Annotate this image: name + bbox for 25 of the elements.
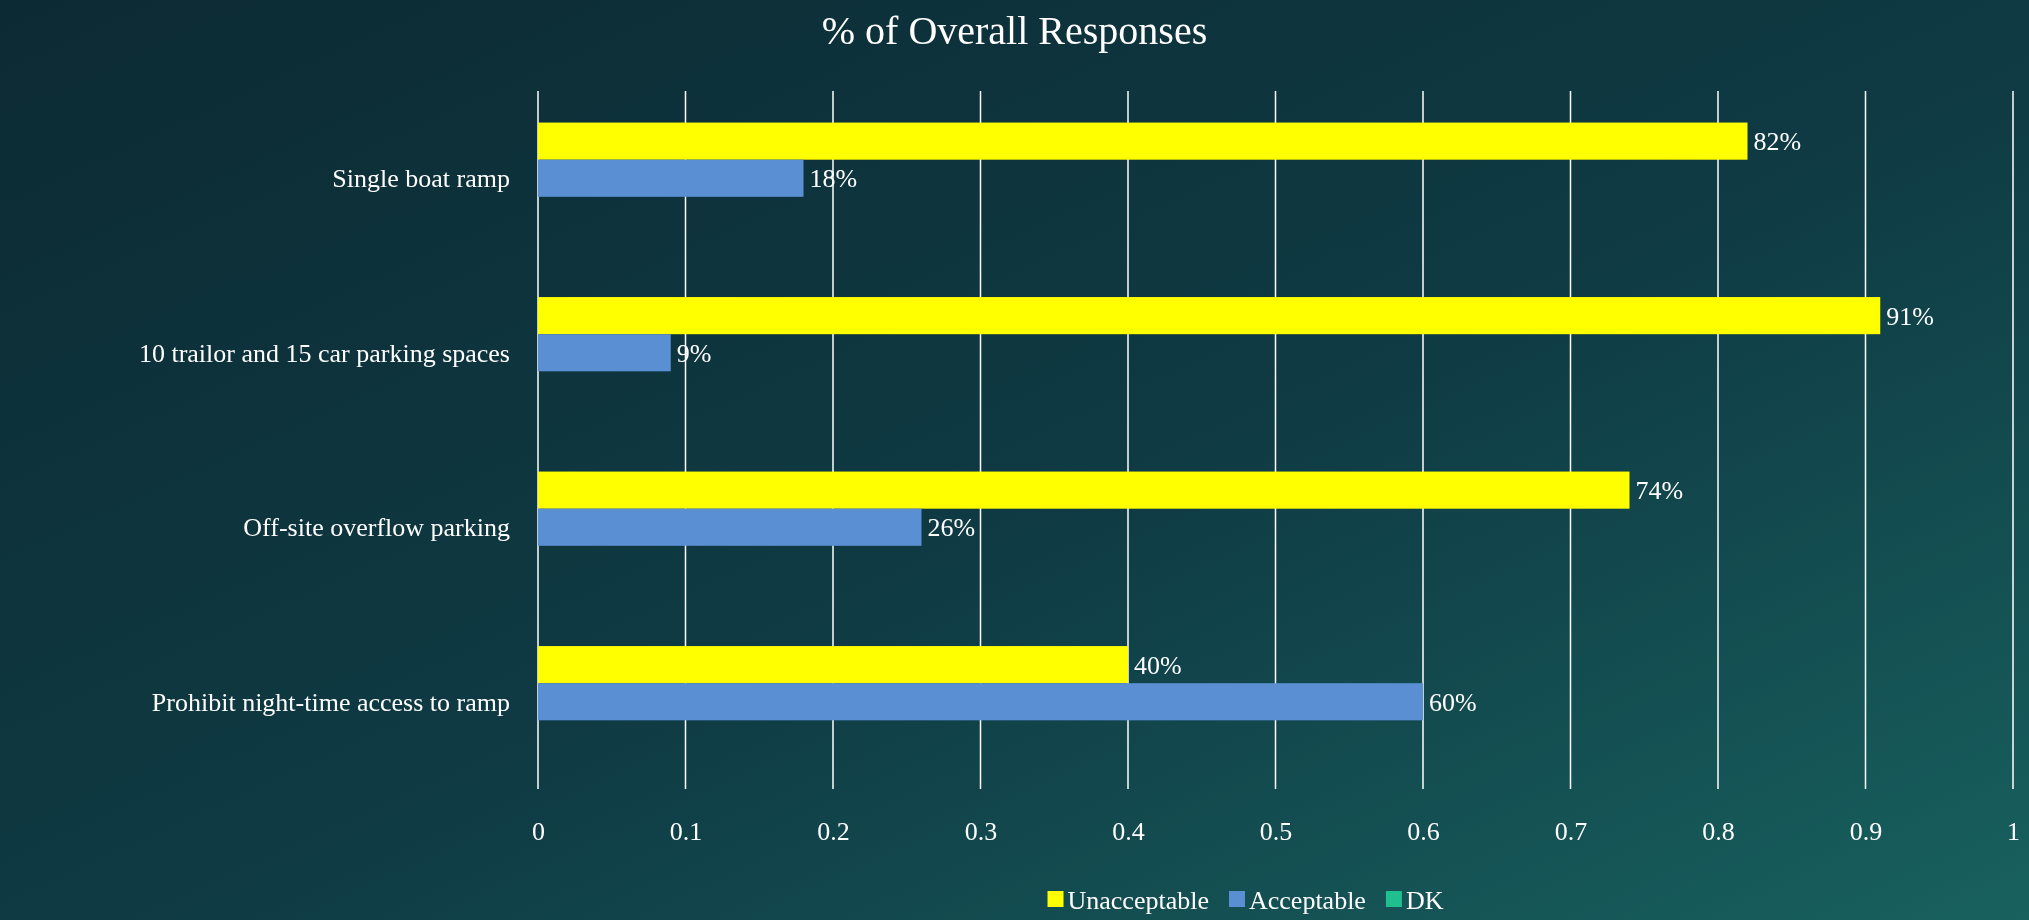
x-tick-label: 0.6 — [1407, 817, 1440, 847]
chart-title: % of Overall Responses — [821, 8, 1208, 53]
x-tick-label: 0.4 — [1112, 817, 1145, 847]
legend-label: Acceptable — [1248, 886, 1366, 916]
x-tick-label: 1 — [2007, 817, 2020, 847]
x-tick-label: 0.1 — [669, 817, 703, 847]
legend-label: DK — [1405, 886, 1444, 916]
legend-label: Unacceptable — [1067, 886, 1209, 916]
y-tick-label: 10 trailor and 15 car parking spaces — [138, 338, 510, 368]
data-label: 40% — [1134, 650, 1182, 680]
x-tick-label: 0.8 — [1702, 817, 1735, 847]
x-tick-label: 0.3 — [964, 817, 998, 847]
data-label: 82% — [1753, 127, 1802, 157]
x-tick-label: 0.7 — [1554, 817, 1588, 847]
y-tick-label: Off-site overflow parking — [243, 513, 510, 543]
x-tick-label: 0.9 — [1849, 817, 1883, 847]
x-tick-label: 0 — [532, 817, 545, 847]
data-label: 60% — [1429, 687, 1477, 717]
y-tick-label: Prohibit night-time access to ramp — [151, 687, 510, 717]
data-label: 74% — [1635, 476, 1684, 506]
x-tick-label: 0.5 — [1259, 817, 1293, 847]
data-label: 26% — [927, 513, 976, 543]
data-label: 91% — [1886, 301, 1934, 331]
y-tick-label: Single boat ramp — [332, 164, 510, 194]
x-tick-label: 0.2 — [817, 817, 850, 847]
